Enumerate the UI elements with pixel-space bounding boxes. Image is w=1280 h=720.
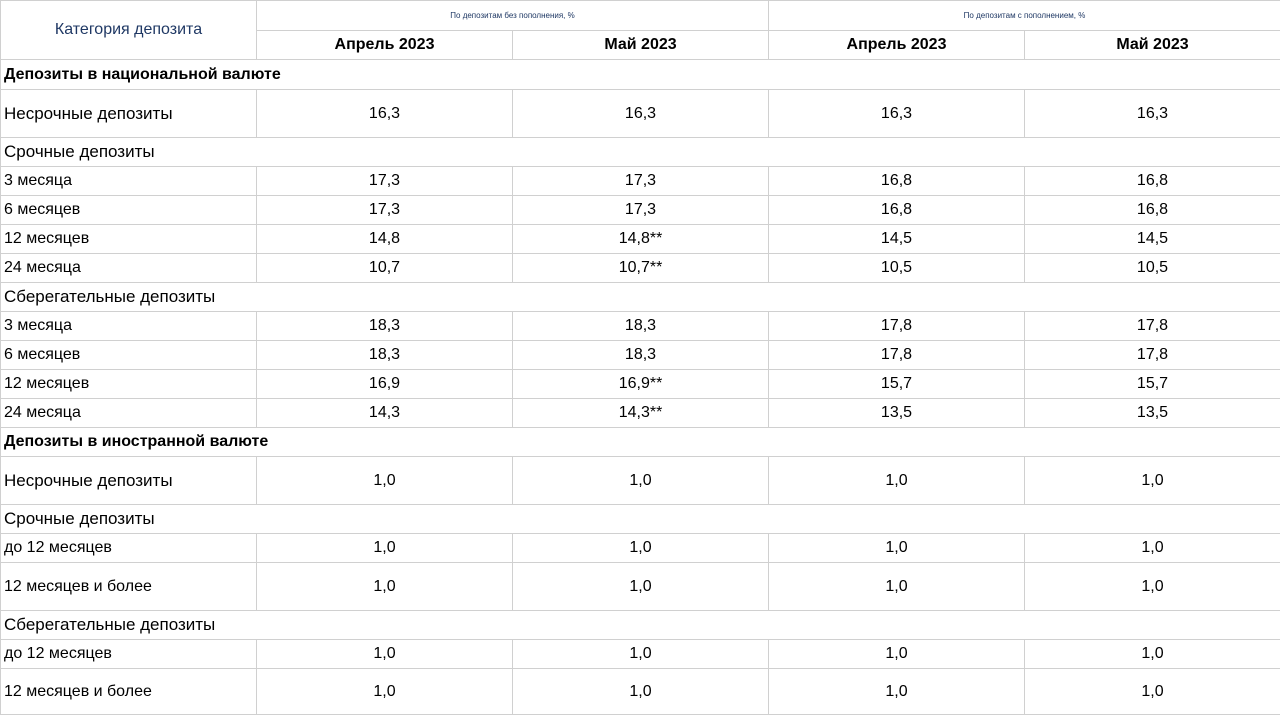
rate-cell: 1,0 bbox=[768, 562, 1025, 611]
group-header-without-topup: По депозитам без пополнения, % bbox=[256, 0, 769, 31]
rate-cell: 14,5 bbox=[768, 224, 1025, 254]
rate-cell: 1,0 bbox=[512, 456, 769, 505]
row-label: 12 месяцев bbox=[0, 224, 257, 254]
rate-cell: 13,5 bbox=[768, 398, 1025, 428]
rate-cell: 17,8 bbox=[1024, 311, 1280, 341]
table-row: 12 месяцев и более 1,0 1,0 1,0 1,0 bbox=[0, 562, 1280, 611]
period-header: Май 2023 bbox=[1024, 30, 1280, 60]
period-header: Апрель 2023 bbox=[256, 30, 513, 60]
row-label: до 12 месяцев bbox=[0, 639, 257, 669]
rate-cell: 18,3 bbox=[512, 340, 769, 370]
rate-cell: 13,5 bbox=[1024, 398, 1280, 428]
rate-cell: 1,0 bbox=[256, 456, 513, 505]
section-title-national: Депозиты в национальной валюте bbox=[0, 59, 1280, 90]
row-label: 6 месяцев bbox=[0, 340, 257, 370]
row-label: 12 месяцев и более bbox=[0, 668, 257, 715]
rate-cell: 16,3 bbox=[768, 89, 1025, 138]
rate-cell: 17,3 bbox=[256, 166, 513, 196]
subsection-title-term: Срочные депозиты bbox=[0, 504, 1280, 534]
rate-cell: 1,0 bbox=[512, 533, 769, 563]
table-row: 3 месяца 17,3 17,3 16,8 16,8 bbox=[0, 166, 1280, 196]
rate-cell: 16,9 bbox=[256, 369, 513, 399]
rate-cell: 1,0 bbox=[512, 668, 769, 715]
row-label: 3 месяца bbox=[0, 311, 257, 341]
rate-cell: 1,0 bbox=[768, 456, 1025, 505]
row-label: 12 месяцев и более bbox=[0, 562, 257, 611]
subsection-title-savings: Сберегательные депозиты bbox=[0, 282, 1280, 312]
table-row: 12 месяцев 14,8 14,8** 14,5 14,5 bbox=[0, 224, 1280, 254]
table-row: 12 месяцев и более 1,0 1,0 1,0 1,0 bbox=[0, 668, 1280, 715]
rate-cell: 1,0 bbox=[1024, 562, 1280, 611]
rate-cell: 14,5 bbox=[1024, 224, 1280, 254]
table-row: Несрочные депозиты 1,0 1,0 1,0 1,0 bbox=[0, 456, 1280, 505]
rate-cell: 16,3 bbox=[1024, 89, 1280, 138]
subsection-title-term: Срочные депозиты bbox=[0, 137, 1280, 167]
rate-cell: 10,5 bbox=[768, 253, 1025, 283]
rate-cell: 10,7 bbox=[256, 253, 513, 283]
table-row: 24 месяца 10,7 10,7** 10,5 10,5 bbox=[0, 253, 1280, 283]
group-header-with-topup: По депозитам с пополнением, % bbox=[768, 0, 1280, 31]
table-row: 12 месяцев 16,9 16,9** 15,7 15,7 bbox=[0, 369, 1280, 399]
rate-cell: 1,0 bbox=[768, 533, 1025, 563]
rate-cell: 16,8 bbox=[768, 166, 1025, 196]
subsection-title-savings: Сберегательные депозиты bbox=[0, 610, 1280, 640]
rate-cell: 18,3 bbox=[256, 311, 513, 341]
table-row: 6 месяцев 18,3 18,3 17,8 17,8 bbox=[0, 340, 1280, 370]
rate-cell: 16,3 bbox=[256, 89, 513, 138]
rate-cell: 1,0 bbox=[1024, 533, 1280, 563]
row-label: 12 месяцев bbox=[0, 369, 257, 399]
rate-cell: 14,3** bbox=[512, 398, 769, 428]
period-header: Май 2023 bbox=[512, 30, 769, 60]
row-label: 6 месяцев bbox=[0, 195, 257, 225]
rate-cell: 1,0 bbox=[768, 668, 1025, 715]
row-label: 24 месяца bbox=[0, 398, 257, 428]
rate-cell: 17,8 bbox=[1024, 340, 1280, 370]
rate-cell: 1,0 bbox=[768, 639, 1025, 669]
row-label: Несрочные депозиты bbox=[0, 89, 257, 138]
rate-cell: 10,7** bbox=[512, 253, 769, 283]
category-header: Категория депозита bbox=[0, 0, 257, 60]
table-row: до 12 месяцев 1,0 1,0 1,0 1,0 bbox=[0, 639, 1280, 669]
rate-cell: 10,5 bbox=[1024, 253, 1280, 283]
rate-cell: 1,0 bbox=[1024, 456, 1280, 505]
table-row: 3 месяца 18,3 18,3 17,8 17,8 bbox=[0, 311, 1280, 341]
section-title-foreign: Депозиты в иностранной валюте bbox=[0, 427, 1280, 457]
table-row: 24 месяца 14,3 14,3** 13,5 13,5 bbox=[0, 398, 1280, 428]
rate-cell: 14,8** bbox=[512, 224, 769, 254]
rate-cell: 17,8 bbox=[768, 340, 1025, 370]
rate-cell: 15,7 bbox=[768, 369, 1025, 399]
rate-cell: 14,3 bbox=[256, 398, 513, 428]
rate-cell: 16,8 bbox=[1024, 195, 1280, 225]
rate-cell: 17,3 bbox=[256, 195, 513, 225]
table-row: Несрочные депозиты 16,3 16,3 16,3 16,3 bbox=[0, 89, 1280, 138]
rate-cell: 14,8 bbox=[256, 224, 513, 254]
rate-cell: 1,0 bbox=[256, 639, 513, 669]
rate-cell: 17,8 bbox=[768, 311, 1025, 341]
row-label: до 12 месяцев bbox=[0, 533, 257, 563]
rate-cell: 17,3 bbox=[512, 166, 769, 196]
rate-cell: 1,0 bbox=[1024, 668, 1280, 715]
rate-cell: 17,3 bbox=[512, 195, 769, 225]
rate-cell: 16,3 bbox=[512, 89, 769, 138]
period-header: Апрель 2023 bbox=[768, 30, 1025, 60]
rate-cell: 1,0 bbox=[256, 533, 513, 563]
rate-cell: 18,3 bbox=[512, 311, 769, 341]
rate-cell: 1,0 bbox=[512, 562, 769, 611]
row-label: 24 месяца bbox=[0, 253, 257, 283]
row-label: 3 месяца bbox=[0, 166, 257, 196]
rate-cell: 16,8 bbox=[768, 195, 1025, 225]
table-row: 6 месяцев 17,3 17,3 16,8 16,8 bbox=[0, 195, 1280, 225]
table-row: до 12 месяцев 1,0 1,0 1,0 1,0 bbox=[0, 533, 1280, 563]
rate-cell: 15,7 bbox=[1024, 369, 1280, 399]
rate-cell: 1,0 bbox=[512, 639, 769, 669]
rate-cell: 1,0 bbox=[1024, 639, 1280, 669]
rate-cell: 16,9** bbox=[512, 369, 769, 399]
row-label: Несрочные депозиты bbox=[0, 456, 257, 505]
rate-cell: 1,0 bbox=[256, 562, 513, 611]
rate-cell: 16,8 bbox=[1024, 166, 1280, 196]
rate-cell: 18,3 bbox=[256, 340, 513, 370]
rate-cell: 1,0 bbox=[256, 668, 513, 715]
